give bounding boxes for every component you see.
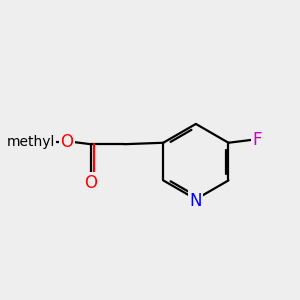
Text: O: O: [61, 133, 74, 151]
Text: N: N: [190, 192, 202, 210]
Text: O: O: [84, 174, 98, 192]
Text: methyl: methyl: [7, 135, 55, 149]
Text: F: F: [253, 131, 262, 149]
